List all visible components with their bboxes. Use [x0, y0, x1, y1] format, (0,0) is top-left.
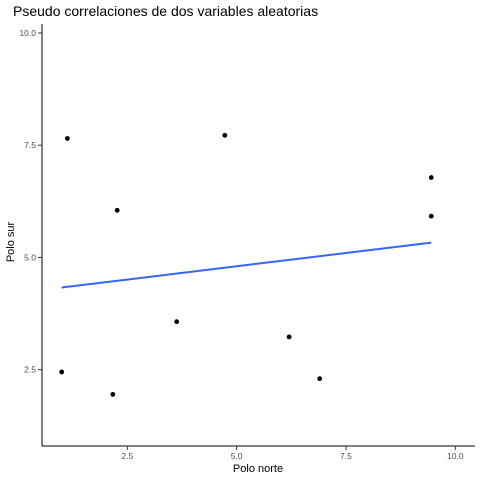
y-tick-label: 7.5	[24, 140, 36, 150]
data-point	[64, 136, 70, 141]
y-tick-label: 10.0	[19, 28, 36, 38]
trend-line	[61, 241, 432, 289]
data-point	[110, 391, 116, 397]
x-axis-label: Polo norte	[233, 463, 283, 475]
x-tick-label: 5.0	[231, 451, 243, 461]
x-tick-label: 10.0	[447, 451, 464, 461]
data-point	[428, 213, 434, 219]
data-point	[114, 207, 120, 213]
y-tick-label: 5.0	[24, 252, 36, 262]
data-point	[317, 376, 323, 382]
y-axis-label: Polo sur	[5, 221, 17, 262]
y-tick-label: 2.5	[24, 365, 36, 375]
x-tick-label: 2.5	[121, 451, 133, 461]
data-point	[222, 132, 228, 138]
data-point	[174, 319, 180, 325]
x-tick-label: 7.5	[340, 451, 352, 461]
data-point	[59, 369, 65, 375]
data-point	[286, 334, 292, 340]
chart-title: Pseudo correlaciones de dos variables al…	[13, 3, 318, 19]
data-point	[428, 175, 434, 180]
plot-area: 2.5 5.0 7.5 10.0 2.5 5.0 7.5 10.0	[19, 24, 475, 461]
